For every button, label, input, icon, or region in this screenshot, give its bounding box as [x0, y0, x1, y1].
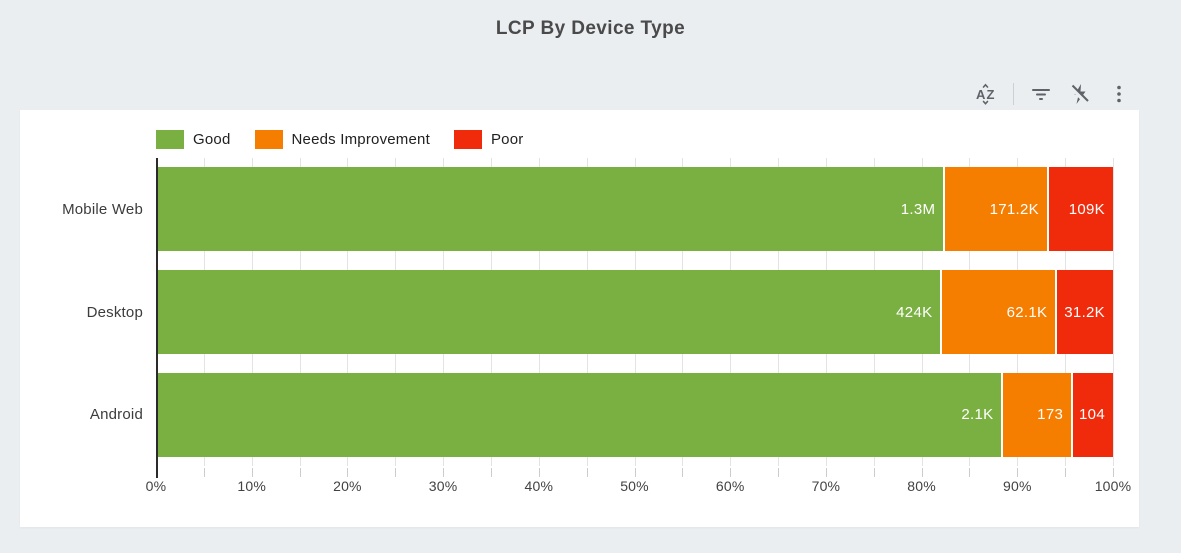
axis-tick-100: [1113, 468, 1114, 477]
x-axis-tick-label-30-: 30%: [428, 478, 458, 494]
bar-segment-poor[interactable]: 31.2K: [1055, 270, 1113, 354]
axis-tick-25: [395, 468, 397, 477]
category-label-android: Android: [89, 406, 143, 424]
x-axis-tick-label-80-: 80%: [907, 478, 936, 494]
axis-tick-20: [347, 468, 349, 477]
legend-swatch-needs-improvement: [254, 129, 283, 149]
legend-item-needs-improvement: Needs Improvement: [254, 129, 430, 149]
bar-value-label: 1.3M: [900, 200, 936, 218]
axis-tick-75: [873, 468, 875, 477]
legend-label: Poor: [490, 130, 524, 148]
legend-swatch-good: [156, 129, 184, 149]
axis-tick-95: [1065, 468, 1067, 477]
chart-legend: Good Needs Improvement Poor: [156, 128, 1139, 150]
axis-tick-50: [634, 468, 636, 477]
legend-label: Needs Improvement: [291, 130, 430, 148]
category-label-desktop: Desktop: [86, 303, 143, 321]
bar-value-label: 109K: [1068, 200, 1105, 218]
chart-toolbar: A Z: [974, 82, 1131, 106]
axis-tick-85: [969, 468, 971, 477]
toolbar-divider: [1013, 83, 1014, 105]
filter-icon: [1032, 89, 1050, 100]
bar-segment-needs-improvement[interactable]: 171.2K: [943, 167, 1047, 252]
axis-tick-45: [586, 468, 588, 477]
stacked-bar-android: 2.1K 173 104: [156, 372, 1113, 457]
chart-area: Mobile Web Desktop Android 1.3M 171.2K 109K 4…: [20, 158, 1139, 478]
bar-value-label: 424K: [896, 303, 933, 321]
svg-text:Z: Z: [987, 87, 995, 102]
bar-value-label: 171.2K: [989, 200, 1039, 218]
bar-segment-good[interactable]: 424K: [156, 270, 941, 354]
chart-card: Good Needs Improvement Poor Mobile Web Desk…: [20, 110, 1139, 527]
bar-row-desktop: 424K 62.1K 31.2K: [156, 261, 1113, 364]
x-axis-ticks: [156, 466, 1114, 477]
bar-row-mobile-web: 1.3M 171.2K 109K: [156, 158, 1113, 261]
more-vert-icon: [1117, 85, 1121, 103]
axis-tick-65: [778, 468, 780, 477]
more-options-button[interactable]: [1107, 82, 1131, 106]
legend-item-good: Good: [156, 129, 231, 149]
gridline-100: [1113, 158, 1114, 466]
x-axis-tick-label-10-: 10%: [237, 478, 266, 494]
bar-segment-poor[interactable]: 104: [1071, 372, 1113, 457]
axis-tick-70: [825, 468, 827, 477]
bar-segment-needs-improvement[interactable]: 173: [1001, 372, 1072, 457]
x-axis-tick-label-60-: 60%: [715, 478, 745, 494]
page-title: LCP By Device Type: [495, 18, 686, 39]
stacked-bar-desktop: 424K 62.1K 31.2K: [156, 270, 1113, 354]
bar-value-label: 62.1K: [1006, 303, 1048, 321]
axis-tick-90: [1017, 468, 1019, 477]
bar-value-label: 104: [1079, 406, 1105, 424]
bar-segment-poor[interactable]: 109K: [1046, 167, 1113, 252]
y-axis-line: [156, 158, 158, 478]
sort-button[interactable]: A Z: [974, 82, 998, 106]
bar-rows: 1.3M 171.2K 109K 424K 62.1K 31.2K 2.1K 173 104: [156, 158, 1113, 466]
x-axis-tick-label-70-: 70%: [811, 478, 841, 494]
bar-value-label: 31.2K: [1064, 303, 1105, 321]
x-axis-tick-label-50-: 50%: [620, 478, 649, 494]
flash-off-icon: [1069, 84, 1089, 105]
axis-tick-80: [921, 468, 923, 477]
axis-tick-35: [490, 468, 492, 477]
axis-tick-55: [682, 468, 684, 477]
axis-tick-60: [730, 468, 732, 477]
legend-item-poor: Poor: [453, 129, 524, 149]
bar-segment-needs-improvement[interactable]: 62.1K: [940, 270, 1056, 354]
x-axis-tick-label-100-: 100%: [1094, 478, 1132, 494]
plot-area: 1.3M 171.2K 109K 424K 62.1K 31.2K 2.1K 173 104: [156, 158, 1114, 478]
filter-button[interactable]: [1029, 82, 1053, 106]
x-axis-tick-label-40-: 40%: [524, 478, 554, 494]
axis-tick-15: [299, 468, 301, 477]
bar-segment-good[interactable]: 1.3M: [156, 167, 944, 252]
axis-tick-5: [203, 468, 205, 477]
bar-segment-good[interactable]: 2.1K: [156, 372, 1002, 457]
x-axis-labels: 0% 10% 20% 30% 40% 50% 60% 70% 80% 90% 100%: [146, 466, 1131, 500]
x-axis-tick-label-0-: 0%: [145, 478, 167, 494]
x-axis-tick-label-90-: 90%: [1002, 478, 1032, 494]
legend-swatch-poor: [453, 129, 482, 149]
x-axis-tick-label-20-: 20%: [333, 478, 362, 494]
svg-text:A: A: [976, 87, 986, 102]
flash-off-button[interactable]: [1068, 82, 1092, 106]
bar-value-label: 2.1K: [961, 406, 994, 424]
bar-row-android: 2.1K 173 104: [156, 363, 1113, 466]
stacked-bar-mobile-web: 1.3M 171.2K 109K: [156, 167, 1113, 252]
legend-label: Good: [193, 130, 231, 148]
axis-tick-40: [538, 468, 540, 477]
category-axis: Mobile Web Desktop Android: [20, 158, 156, 466]
sort-az-icon: A Z: [976, 83, 995, 105]
bar-value-label: 173: [1037, 406, 1064, 424]
axis-tick-10: [251, 468, 253, 477]
axis-tick-30: [443, 468, 445, 477]
category-label-mobile-web: Mobile Web: [62, 200, 143, 218]
